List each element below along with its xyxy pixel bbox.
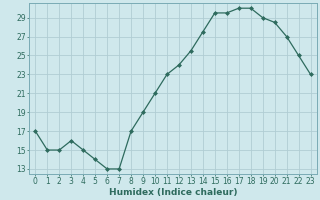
X-axis label: Humidex (Indice chaleur): Humidex (Indice chaleur): [109, 188, 237, 197]
